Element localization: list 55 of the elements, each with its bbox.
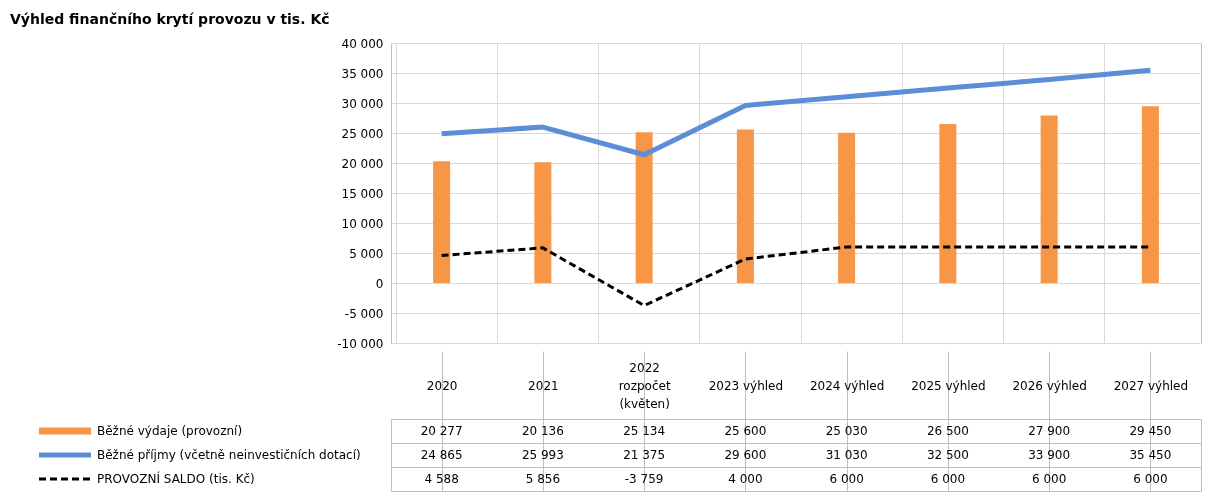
data-label: 29 600 [724,448,767,462]
bar [939,124,957,283]
x-tick-label: 2021 [528,378,559,393]
data-label: 6 000 [1133,472,1168,486]
data-label: 24 865 [420,448,463,462]
data-label: 25 600 [724,424,767,438]
data-label: 25 030 [825,424,868,438]
data-label: 5 856 [525,472,561,486]
y-tick-label: 30 000 [341,96,384,111]
x-tick-label: 2022 rozpočet (květen) [618,360,671,411]
bar [736,129,754,283]
y-tick-label: 35 000 [341,66,384,81]
y-tick-label: 20 000 [341,156,384,171]
x-tick-label: 2027 výhled [1113,378,1189,393]
y-tick-label: 40 000 [341,36,384,51]
bar [635,132,653,283]
x-tick-label: 2024 výhled [809,378,885,393]
bar [534,162,552,283]
bar [838,132,856,283]
data-label: 26 500 [926,424,969,438]
data-label: 6 000 [829,472,864,486]
data-label: 32 500 [926,448,969,462]
bar [433,161,451,283]
bar [1141,106,1159,283]
data-label: 4 588 [424,472,459,486]
data-label: 25 134 [623,424,666,438]
data-label: 35 450 [1129,448,1172,462]
legend-label: PROVOZNÍ SALDO (tis. Kč) [97,471,255,486]
x-tick-label: 2025 výhled [911,378,986,393]
data-label: 21 375 [623,448,666,462]
data-label: 6 000 [930,472,966,486]
data-label: 31 030 [825,448,868,462]
y-tick-label: 15 000 [341,186,384,201]
data-label: 29 450 [1129,424,1172,438]
y-tick-label: 0 [375,276,384,291]
data-label: 20 277 [420,424,463,438]
data-label: -3 759 [624,472,664,486]
y-tick-label: -10 000 [337,336,384,351]
x-tick-label: 2020 [426,378,458,393]
x-tick-label: 2023 výhled [708,378,784,393]
data-label: 25 993 [521,448,564,462]
legend-label: Běžné příjmy (včetně neinvestičních dotací) [97,448,361,462]
bar [1040,115,1058,283]
legend-label: Běžné výdaje (provozní) [97,424,243,438]
y-tick-label: -5 000 [344,306,384,321]
text: Výhled finančního krytí provozu v tis. Kč [10,10,330,27]
data-label: 4 000 [728,472,763,486]
y-tick-label: 5 000 [349,246,384,261]
y-tick-label: 25 000 [341,126,384,141]
y-tick-label: 10 000 [341,216,384,231]
data-label: 33 900 [1028,448,1071,462]
x-tick-label: 2026 výhled [1012,378,1087,393]
data-label: 20 136 [521,424,564,438]
data-label: 6 000 [1031,472,1067,486]
data-label: 27 900 [1028,424,1071,438]
